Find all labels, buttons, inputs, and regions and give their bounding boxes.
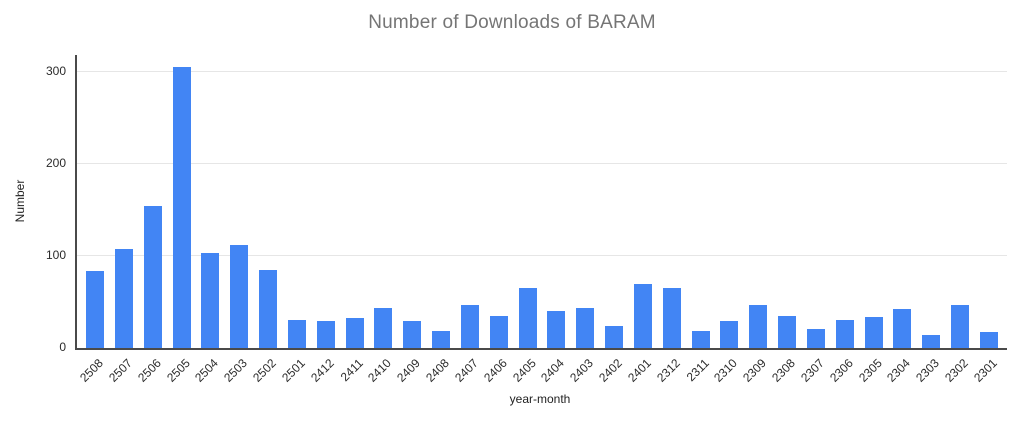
- x-tick-label-2405: 2405: [509, 356, 539, 385]
- x-tick-label-2411: 2411: [337, 356, 366, 385]
- bar-2302[interactable]: [951, 304, 970, 348]
- bar-2403[interactable]: [576, 307, 595, 348]
- x-tick-label-2508: 2508: [77, 356, 106, 385]
- bar-2409[interactable]: [403, 321, 422, 348]
- bar-2412[interactable]: [316, 321, 335, 348]
- x-tick-label-2308: 2308: [769, 356, 799, 385]
- x-tick-label-2307: 2307: [798, 356, 827, 385]
- x-tick-label-2404: 2404: [538, 356, 568, 385]
- x-tick-label-2310: 2310: [711, 356, 741, 385]
- bar-2306[interactable]: [835, 319, 854, 348]
- gridline-300: [77, 71, 1007, 73]
- x-tick-label-2506: 2506: [134, 356, 164, 385]
- x-tick-label-2401: 2401: [625, 356, 654, 385]
- x-tick-label-2410: 2410: [365, 356, 395, 385]
- bar-2508[interactable]: [86, 270, 104, 348]
- x-tick-label-2303: 2303: [913, 356, 943, 385]
- bar-2303[interactable]: [922, 335, 941, 348]
- y-tick-label-300: 300: [45, 64, 66, 79]
- x-tick-label-2312: 2312: [653, 356, 683, 385]
- bar-2408[interactable]: [432, 330, 451, 348]
- bar-2311[interactable]: [691, 330, 710, 348]
- y-axis-title: Number: [13, 179, 27, 223]
- bar-2404[interactable]: [547, 311, 566, 348]
- x-tick-label-2503: 2503: [221, 356, 251, 385]
- x-tick-label-2304: 2304: [884, 356, 914, 385]
- bar-2307[interactable]: [806, 328, 825, 348]
- x-tick-label-2306: 2306: [826, 356, 856, 385]
- bar-2406[interactable]: [489, 315, 508, 348]
- bar-2405[interactable]: [518, 288, 537, 348]
- y-tick-label-200: 200: [45, 156, 66, 171]
- bar-2504[interactable]: [201, 253, 220, 348]
- x-tick-label-2402: 2402: [596, 356, 625, 385]
- y-tick-label-100: 100: [45, 248, 66, 263]
- bar-2407[interactable]: [460, 304, 479, 348]
- bar-2411[interactable]: [345, 317, 364, 348]
- x-tick-label-2501: 2501: [278, 356, 308, 385]
- bar-2310[interactable]: [720, 321, 739, 348]
- x-axis-title: year-month: [509, 392, 571, 406]
- x-tick-label-2502: 2502: [250, 356, 279, 385]
- x-tick-label-2309: 2309: [740, 356, 770, 385]
- x-tick-label-2302: 2302: [942, 356, 972, 385]
- gridline-100: [77, 255, 1007, 257]
- x-tick-label-2305: 2305: [855, 356, 885, 385]
- x-tick-label-2311: 2311: [683, 356, 712, 385]
- x-tick-label-2301: 2301: [971, 356, 1000, 385]
- bar-2401[interactable]: [633, 283, 652, 348]
- bar-2312[interactable]: [662, 288, 681, 348]
- bar-2305[interactable]: [864, 316, 883, 348]
- x-tick-label-2505: 2505: [163, 356, 193, 385]
- x-tick-label-2407: 2407: [452, 356, 481, 385]
- x-tick-label-2406: 2406: [480, 356, 510, 385]
- bar-2402[interactable]: [605, 325, 624, 348]
- x-tick-label-2412: 2412: [307, 356, 337, 385]
- plot-area: [75, 55, 1007, 350]
- bar-2506[interactable]: [143, 205, 162, 348]
- bar-2301[interactable]: [980, 332, 998, 348]
- bar-2502[interactable]: [259, 269, 278, 348]
- bar-2304[interactable]: [893, 308, 912, 348]
- bar-2505[interactable]: [172, 66, 191, 348]
- chart-title: Number of Downloads of BARAM: [368, 12, 656, 33]
- x-tick-label-2504: 2504: [192, 356, 222, 385]
- bar-2309[interactable]: [749, 304, 768, 348]
- bar-2410[interactable]: [374, 307, 393, 348]
- y-tick-label-0: 0: [59, 340, 66, 354]
- bar-2503[interactable]: [230, 245, 249, 348]
- x-tick-label-2408: 2408: [423, 356, 452, 385]
- bar-2501[interactable]: [287, 320, 306, 348]
- bar-2308[interactable]: [778, 315, 797, 348]
- bar-2507[interactable]: [114, 248, 133, 348]
- x-tick-label-2403: 2403: [567, 356, 597, 385]
- gridline-200: [77, 163, 1007, 165]
- x-tick-label-2507: 2507: [105, 356, 135, 385]
- x-tick-label-2409: 2409: [394, 356, 424, 385]
